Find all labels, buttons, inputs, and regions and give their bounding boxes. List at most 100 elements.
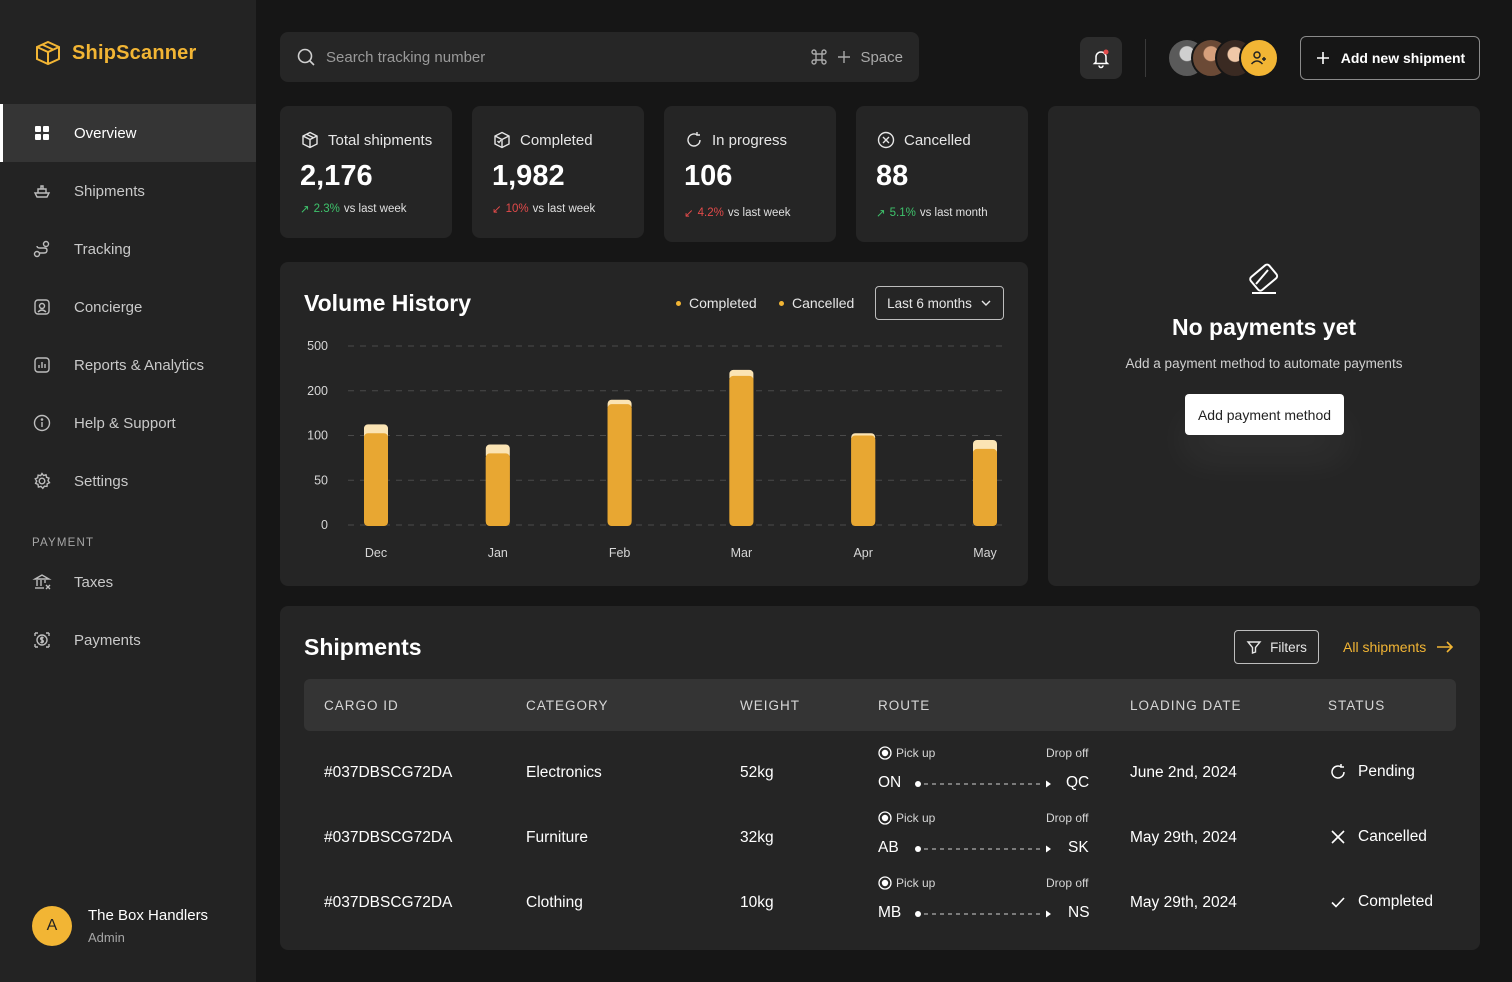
- arrow-up-icon: ↗: [300, 204, 310, 216]
- sidebar: ShipScanner Overview Shipments Tracking …: [0, 0, 256, 982]
- pickup-label: Pick up: [878, 876, 935, 890]
- sidebar-item-label: Taxes: [74, 573, 114, 591]
- legend-completed: Completed: [676, 295, 757, 311]
- stat-title: Cancelled: [876, 130, 971, 150]
- dropoff-label: Drop off: [1046, 746, 1089, 760]
- ship-icon: [33, 185, 51, 198]
- table-row[interactable]: #037DBSCG72DA Clothing 10kg Pick up Drop…: [304, 876, 1456, 942]
- card-icon: [1249, 263, 1279, 294]
- dollar-icon: [34, 632, 50, 648]
- chevron-down-icon: [981, 300, 991, 306]
- refresh-icon: [1331, 764, 1345, 779]
- y-tick-label: 100: [307, 429, 328, 443]
- stat-value: 88: [876, 160, 909, 192]
- stat-card-total: Total shipments 2,176 ↗ 2.3% vs last wee…: [280, 106, 452, 238]
- stat-title: Total shipments: [300, 130, 432, 150]
- volume-history-panel: Volume History Completed Cancelled Last …: [280, 262, 1028, 586]
- y-tick-label: 200: [307, 384, 328, 398]
- shipments-panel: Shipments Filters All shipments CARGO ID…: [280, 606, 1480, 950]
- loading-date: May 29th, 2024: [1130, 894, 1237, 911]
- y-tick-label: 500: [307, 339, 328, 353]
- no-payments-subtitle: Add a payment method to automate payment…: [1125, 356, 1403, 371]
- user-profile[interactable]: A The Box Handlers Admin: [32, 906, 208, 946]
- sidebar-item-label: Settings: [74, 472, 129, 490]
- x-circle-icon: [877, 131, 895, 149]
- table-row[interactable]: #037DBSCG72DA Electronics 52kg Pick up D…: [304, 746, 1456, 812]
- x-icon: [1331, 830, 1345, 844]
- header-divider: [1145, 39, 1146, 77]
- sidebar-item-payments[interactable]: Payments: [0, 611, 256, 669]
- sidebar-item-taxes[interactable]: Taxes: [0, 553, 256, 611]
- check-icon: [1331, 897, 1345, 908]
- refresh-icon: [687, 132, 701, 147]
- avatar: A: [32, 906, 72, 946]
- cargo-id: #037DBSCG72DA: [324, 829, 453, 846]
- route-to: NS: [1068, 904, 1090, 921]
- sidebar-item-shipments[interactable]: Shipments: [0, 162, 256, 220]
- weight: 32kg: [740, 829, 774, 846]
- volume-chart: 0 50 100 200 500 Dec Jan Feb Mar Apr May: [307, 339, 1004, 560]
- stat-value: 2,176: [300, 160, 373, 192]
- sidebar-item-label: Shipments: [74, 182, 145, 200]
- pickup-label: Pick up: [878, 746, 935, 760]
- x-tick-label: May: [973, 546, 997, 560]
- sidebar-item-settings[interactable]: Settings: [0, 452, 256, 510]
- route-line-icon: [915, 780, 1051, 788]
- column-header: STATUS: [1328, 698, 1386, 713]
- search-icon: [297, 48, 315, 66]
- add-payment-method-button[interactable]: Add payment method: [1185, 394, 1344, 435]
- sidebar-item-help[interactable]: Help & Support: [0, 394, 256, 452]
- route: Pick up Drop off ON QC: [878, 731, 1090, 796]
- sidebar-item-overview[interactable]: Overview: [0, 104, 256, 162]
- notifications-button[interactable]: [1080, 37, 1122, 79]
- category: Electronics: [526, 764, 602, 781]
- arrow-down-icon: ↙: [684, 208, 694, 220]
- cargo-id: #037DBSCG72DA: [324, 894, 453, 911]
- sidebar-item-reports[interactable]: Reports & Analytics: [0, 336, 256, 394]
- route-icon: [33, 240, 50, 258]
- stat-delta: ↙ 4.2% vs last week: [684, 207, 791, 220]
- table-row[interactable]: #037DBSCG72DA Furniture 32kg Pick up Dro…: [304, 811, 1456, 877]
- status-badge: Pending: [1328, 762, 1415, 782]
- stat-title: Completed: [492, 130, 593, 150]
- weight: 10kg: [740, 894, 774, 911]
- search-input[interactable]: Search tracking number: [326, 48, 486, 66]
- all-shipments-link[interactable]: All shipments: [1343, 639, 1454, 655]
- stat-title: In progress: [684, 130, 787, 150]
- search-shortcut: Space: [810, 48, 903, 66]
- add-new-shipment-label: Add new shipment: [1340, 50, 1466, 66]
- route-from: ON: [878, 774, 902, 791]
- route-line-icon: [915, 910, 1051, 918]
- search-bar[interactable]: Search tracking number Space: [280, 32, 919, 82]
- weight: 52kg: [740, 764, 774, 781]
- radio-icon: [878, 746, 892, 760]
- category: Clothing: [526, 894, 583, 911]
- concierge-icon: [34, 299, 50, 315]
- stat-delta: ↗ 5.1% vs last month: [876, 207, 988, 220]
- chart-icon: [34, 357, 50, 373]
- x-tick-label: Dec: [365, 546, 387, 560]
- column-header: CATEGORY: [526, 698, 609, 713]
- filters-button[interactable]: Filters: [1234, 630, 1319, 664]
- route-to: QC: [1066, 774, 1090, 791]
- sidebar-item-tracking[interactable]: Tracking: [0, 220, 256, 278]
- stat-value: 1,982: [492, 160, 565, 192]
- column-header: CARGO ID: [324, 698, 399, 713]
- user-name: The Box Handlers: [88, 907, 209, 924]
- status-badge: Completed: [1328, 892, 1433, 912]
- app-logo[interactable]: ShipScanner: [34, 40, 196, 66]
- loading-date: May 29th, 2024: [1130, 829, 1237, 846]
- user-role: Admin: [88, 930, 125, 945]
- dropoff-label: Drop off: [1046, 811, 1089, 825]
- bar-completed-base: [729, 375, 754, 526]
- route-to: SK: [1068, 839, 1089, 856]
- sidebar-item-concierge[interactable]: Concierge: [0, 278, 256, 336]
- range-select[interactable]: Last 6 months: [875, 286, 1004, 320]
- add-new-shipment-button[interactable]: Add new shipment: [1300, 36, 1480, 80]
- no-payments-title: No payments yet: [1171, 314, 1357, 340]
- stat-card-cancelled: Cancelled 88 ↗ 5.1% vs last month: [856, 106, 1028, 242]
- stat-card-completed: Completed 1,982 ↙ 10% vs last week: [472, 106, 644, 238]
- bar-completed-base: [973, 448, 997, 526]
- add-member-button[interactable]: [1239, 38, 1279, 78]
- stat-value: 106: [684, 160, 733, 192]
